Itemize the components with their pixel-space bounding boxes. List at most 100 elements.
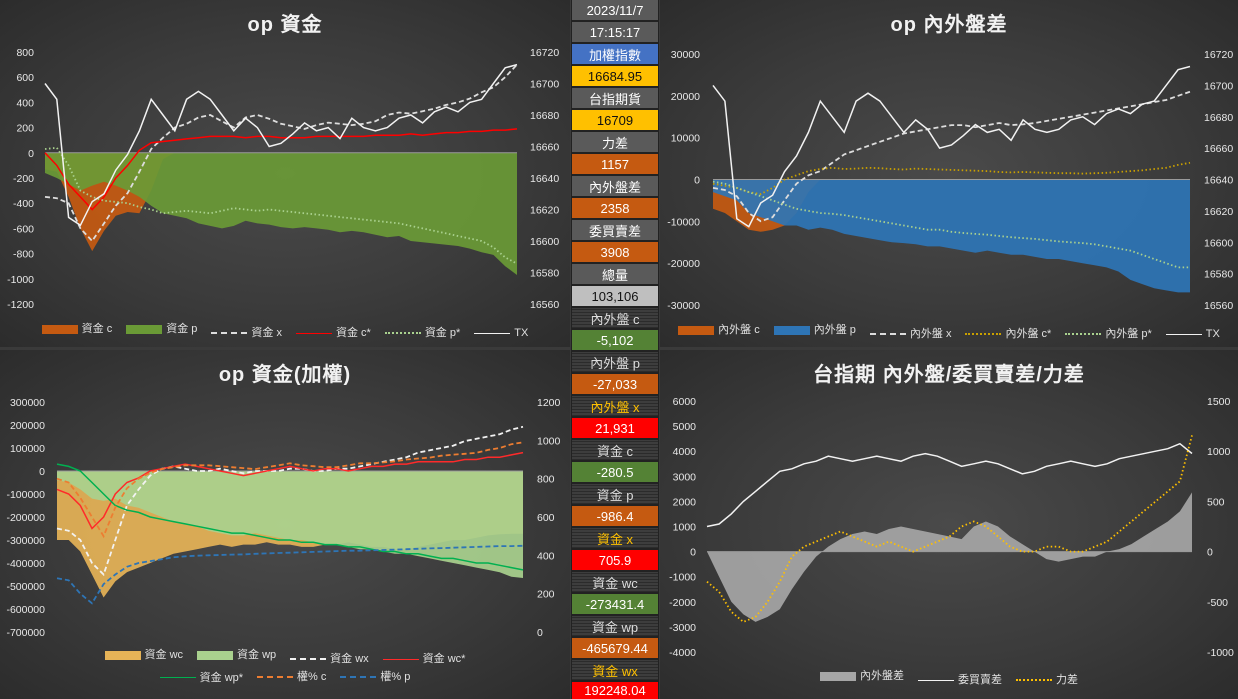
chart-legend: 資金 wc 資金 wp 資金 wx 資金 wc* 資金 wp* 權% c 權% p [80,647,490,686]
label-inout-x: 內外盤 x [572,396,658,416]
legend-swatch [678,325,715,335]
legend-item: 內外盤 p [773,322,856,338]
y-right-tick-label: 200 [537,589,555,601]
y-left-tick-label: 300000 [10,397,45,409]
legend-item: 內外盤 c [678,322,760,338]
legend-label: 內外盤差 [860,670,904,682]
legend-item: 內外盤 c* [965,326,1051,342]
series-line-5 [712,65,1191,228]
legend-item: 內外盤 x [869,326,951,342]
chart-title: op 內外盤差 [890,14,1008,36]
legend-item: 權% p [340,669,410,685]
y-left-tick-label: -100000 [6,489,45,501]
date-cell: 2023/11/7 [572,0,658,20]
legend-item: 資金 p [126,321,197,337]
label-futures: 台指期貨 [572,88,658,108]
series-area-1 [713,179,1190,293]
y-left-tick-label: 200 [16,123,34,135]
y-left-tick-label: 4000 [673,446,697,458]
y-left-tick-label: -600 [13,223,34,235]
legend-swatch [773,325,810,335]
series-line-4 [712,180,1190,269]
legend-item: 資金 wp [197,647,276,663]
y-right-tick-label: 16700 [530,79,559,91]
legend-item: 資金 wc [104,647,184,663]
y-right-tick-label: 1200 [537,397,561,409]
series-line-2 [56,425,524,577]
chart-legend: 內外盤差 委買賣差 力差 [660,668,1238,688]
value-inout-x: 21,931 [572,418,658,438]
chart-legend: 內外盤 c 內外盤 p 內外盤 x 內外盤 c* 內外盤 p* TX [660,322,1238,342]
legend-swatch [918,679,954,681]
legend-swatch [384,331,421,334]
label-weighted-index: 加權指數 [572,44,658,64]
value-funds-x: 705.9 [572,550,658,570]
y-left-tick-label: -1000 [669,572,696,584]
y-left-tick-label: 1000 [673,522,697,534]
legend-item: 資金 wp* [159,670,244,686]
y-right-tick-label: 16680 [1204,112,1233,124]
y-left-tick-label: -2000 [669,597,696,609]
y-right-tick-label: 16620 [1204,206,1233,218]
y-left-tick-label: 200000 [10,420,45,432]
legend-label: 資金 x [251,326,282,339]
value-funds-wp: -465679.44 [572,638,658,658]
legend-item: 資金 x [211,325,282,341]
y-right-tick-label: 400 [537,550,555,562]
series-area-1 [57,471,523,578]
chart-futures-diff: 6000500040003000200010000-1000-2000-3000… [669,396,1234,659]
y-right-tick-label: 800 [537,474,555,486]
y-right-tick-label: 0 [537,627,543,639]
y-left-tick-label: 5000 [673,421,697,433]
series-line-1 [706,442,1193,528]
series-area-0 [707,492,1192,622]
series-line-3 [44,128,518,211]
legend-swatch [41,324,78,334]
legend-swatch [197,650,234,660]
legend-label: 內外盤 p [813,324,856,336]
series-area-1 [45,152,517,275]
legend-item: TX [1165,326,1220,342]
legend-label: 資金 wp* [199,671,244,684]
label-total-volume: 總量 [572,264,658,284]
series-line-4 [56,463,524,571]
y-right-tick-label: 16600 [530,236,559,248]
legend-item: 內外盤 p* [1065,326,1152,342]
legend-label: 資金 wp [237,649,277,661]
y-right-tick-label: 16560 [530,299,559,311]
y-right-tick-label: -1000 [1207,647,1234,659]
y-left-tick-label: 0 [694,175,700,187]
y-left-tick-label: -10000 [667,216,700,228]
label-force-diff: 力差 [572,132,658,152]
value-futures: 16709 [572,110,658,130]
value-weighted-index: 16684.95 [572,66,658,86]
legend-item: 內外盤差 [820,668,904,684]
y-left-tick-label: 800 [16,47,34,59]
legend-item: 權% c [257,669,326,685]
value-funds-p: -986.4 [572,506,658,526]
y-right-tick-label: 1500 [1207,396,1231,408]
y-left-tick-label: 100000 [10,443,45,455]
series-line-2 [44,63,518,243]
y-right-tick-label: 16660 [1204,143,1233,155]
legend-label: 委買賣差 [958,674,1002,686]
legend-item: 委買賣差 [918,672,1002,688]
legend-label: 資金 wc [144,649,184,661]
y-left-tick-label: 600 [16,72,34,84]
legend-swatch [295,332,332,334]
time-cell: 17:15:17 [572,22,658,42]
series-line-5 [56,441,524,539]
legend-swatch [340,676,377,678]
value-inout-diff: 2358 [572,198,658,218]
legend-label: 權% c [297,671,327,683]
value-inout-c: -5,102 [572,330,658,350]
legend-label: 力差 [1056,673,1078,686]
legend-label: 資金 wx [330,652,369,665]
legend-item: TX [474,325,528,341]
label-funds-wp: 資金 wp [572,616,658,636]
y-right-tick-label: 16720 [1204,49,1233,61]
y-right-tick-label: 16720 [530,47,559,59]
y-left-tick-label: 20000 [671,91,700,103]
legend-label: 資金 wc* [422,653,466,665]
legend-swatch [474,332,511,334]
